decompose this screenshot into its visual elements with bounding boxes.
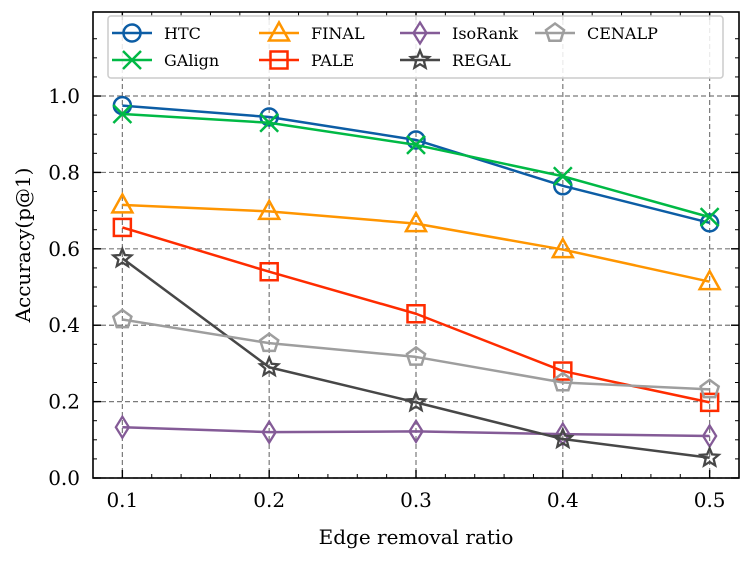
y-tick-label: 0.4 bbox=[48, 313, 80, 337]
data-point-cenalp bbox=[552, 371, 574, 392]
y-tick-label: 1.0 bbox=[48, 84, 80, 108]
data-point-pale bbox=[259, 261, 279, 282]
legend-marker bbox=[412, 20, 428, 46]
data-point-htc bbox=[699, 213, 720, 233]
data-point-final bbox=[403, 210, 429, 233]
data-point-galign bbox=[406, 135, 426, 155]
data-point-isorank bbox=[114, 414, 131, 440]
series-cenalp bbox=[111, 308, 721, 399]
x-marker-stroke bbox=[259, 112, 280, 133]
data-point-cenalp bbox=[258, 332, 280, 353]
x-marker-stroke bbox=[552, 166, 573, 187]
data-point-cenalp bbox=[405, 345, 427, 366]
legend-label: GAlign bbox=[164, 51, 219, 70]
legend-item-galign: GAlign bbox=[112, 50, 219, 70]
data-point-regal bbox=[550, 426, 575, 450]
series-line-htc bbox=[122, 104, 710, 225]
x-marker-stroke bbox=[699, 207, 720, 228]
series-isorank bbox=[114, 414, 718, 449]
x-tick-label: 0.2 bbox=[253, 488, 285, 512]
x-marker-stroke bbox=[112, 104, 133, 124]
legend-marker bbox=[122, 23, 142, 43]
legend-item-cenalp: CENALP bbox=[535, 21, 658, 43]
x-marker-stroke bbox=[122, 50, 142, 70]
legend-marker bbox=[544, 21, 566, 42]
legend-label: IsoRank bbox=[452, 24, 518, 43]
data-point-isorank bbox=[261, 419, 278, 445]
y-tick-label: 0.6 bbox=[48, 237, 80, 261]
x-tick-label: 0.4 bbox=[547, 488, 579, 512]
data-point-regal bbox=[697, 445, 722, 468]
legend-item-final: FINAL bbox=[259, 19, 365, 43]
legend-label: CENALP bbox=[587, 24, 658, 43]
data-point-final bbox=[110, 191, 135, 214]
data-point-regal bbox=[257, 354, 282, 378]
series-line-pale bbox=[121, 226, 710, 404]
legend: HTC GAlign FINAL PALE IsoRank REGAL CENALP bbox=[107, 15, 724, 79]
legend-label: PALE bbox=[311, 51, 354, 70]
legend-label: REGAL bbox=[452, 51, 511, 70]
data-point-final bbox=[697, 268, 722, 291]
y-axis-label: Accuracy(p@1) bbox=[11, 168, 35, 324]
data-point-htc bbox=[406, 130, 426, 150]
data-point-galign bbox=[552, 166, 573, 187]
series-line-regal bbox=[121, 257, 710, 459]
data-point-final bbox=[550, 236, 575, 259]
data-point-isorank bbox=[408, 418, 424, 445]
data-point-galign bbox=[259, 112, 280, 133]
legend-item-isorank: IsoRank bbox=[400, 20, 518, 46]
series-line-isorank bbox=[122, 425, 710, 438]
series-layer bbox=[110, 95, 722, 468]
legend-marker bbox=[122, 50, 142, 70]
data-point-pale bbox=[699, 392, 720, 413]
axis-ticks: 0.1 0.2 0.3 0.4 0.5 0.0 0.2 0.4 0.6 0.8 1.0 bbox=[48, 12, 740, 512]
x-tick-label: 0.5 bbox=[694, 488, 726, 512]
data-point-cenalp bbox=[699, 378, 721, 399]
legend-label: FINAL bbox=[311, 24, 365, 43]
data-point-pale bbox=[112, 217, 133, 238]
legend-item-htc: HTC bbox=[112, 23, 201, 43]
data-point-galign bbox=[699, 207, 720, 228]
data-point-htc bbox=[259, 107, 279, 127]
x-marker-stroke bbox=[406, 135, 426, 155]
series-line-cenalp bbox=[122, 318, 710, 391]
x-axis-label: Edge removal ratio bbox=[319, 525, 514, 549]
legend-marker bbox=[266, 19, 292, 42]
y-tick-label: 0.0 bbox=[48, 466, 80, 490]
data-point-pale bbox=[553, 361, 573, 381]
series-final bbox=[110, 191, 722, 291]
series-line-final bbox=[122, 203, 710, 283]
y-tick-label: 0.8 bbox=[48, 160, 80, 184]
legend-item-pale: PALE bbox=[259, 50, 354, 70]
data-point-cenalp bbox=[111, 308, 133, 329]
data-point-galign bbox=[112, 104, 133, 124]
legend-box bbox=[107, 15, 724, 79]
series-regal bbox=[110, 245, 722, 468]
data-point-regal bbox=[110, 245, 135, 269]
legend-marker bbox=[269, 50, 289, 70]
x-tick-label: 0.3 bbox=[400, 488, 432, 512]
series-galign bbox=[112, 104, 720, 228]
x-tick-label: 0.1 bbox=[106, 488, 138, 512]
legend-item-regal: REGAL bbox=[400, 47, 511, 71]
legend-label: HTC bbox=[164, 24, 201, 43]
data-point-final bbox=[257, 198, 282, 221]
data-point-regal bbox=[404, 389, 428, 413]
series-pale bbox=[112, 217, 720, 413]
legend-marker bbox=[408, 47, 432, 71]
data-point-pale bbox=[406, 304, 426, 324]
grid-lines bbox=[93, 12, 739, 479]
y-tick-label: 0.2 bbox=[48, 390, 80, 414]
